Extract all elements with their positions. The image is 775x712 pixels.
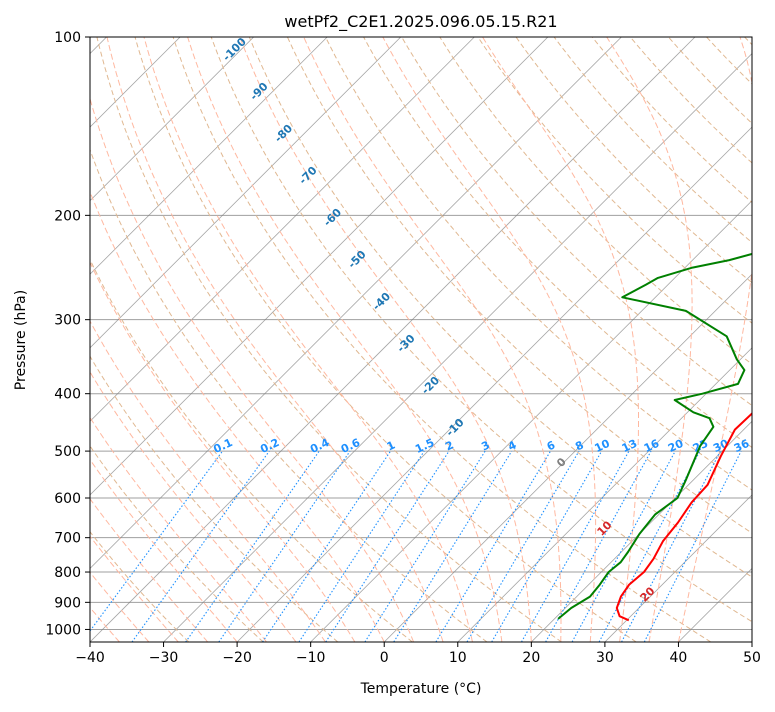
x-tick-label: −20 <box>222 650 252 666</box>
y-tick-label: 100 <box>54 30 81 46</box>
x-tick-label: 0 <box>380 650 389 666</box>
y-tick-label: 500 <box>54 444 81 460</box>
y-tick-label: 800 <box>54 565 81 581</box>
x-tick-label: 30 <box>596 650 614 666</box>
x-tick-label: −40 <box>75 650 105 666</box>
x-tick-label: 10 <box>449 650 467 666</box>
x-axis-label: Temperature (°C) <box>360 681 482 697</box>
x-tick-label: 40 <box>670 650 688 666</box>
y-tick-label: 600 <box>54 491 81 507</box>
x-tick-label: 50 <box>743 650 761 666</box>
y-tick-label: 300 <box>54 313 81 329</box>
y-tick-label: 1000 <box>45 622 81 638</box>
y-axis-label: Pressure (hPa) <box>13 290 29 390</box>
x-tick-label: 20 <box>522 650 540 666</box>
y-tick-label: 700 <box>54 531 81 547</box>
y-tick-label: 200 <box>54 208 81 224</box>
y-tick-label: 400 <box>54 387 81 403</box>
y-tick-label: 900 <box>54 595 81 611</box>
x-tick-label: −30 <box>149 650 179 666</box>
chart-title: wetPf2_C2E1.2025.096.05.15.R21 <box>284 12 557 32</box>
x-tick-label: −10 <box>296 650 326 666</box>
